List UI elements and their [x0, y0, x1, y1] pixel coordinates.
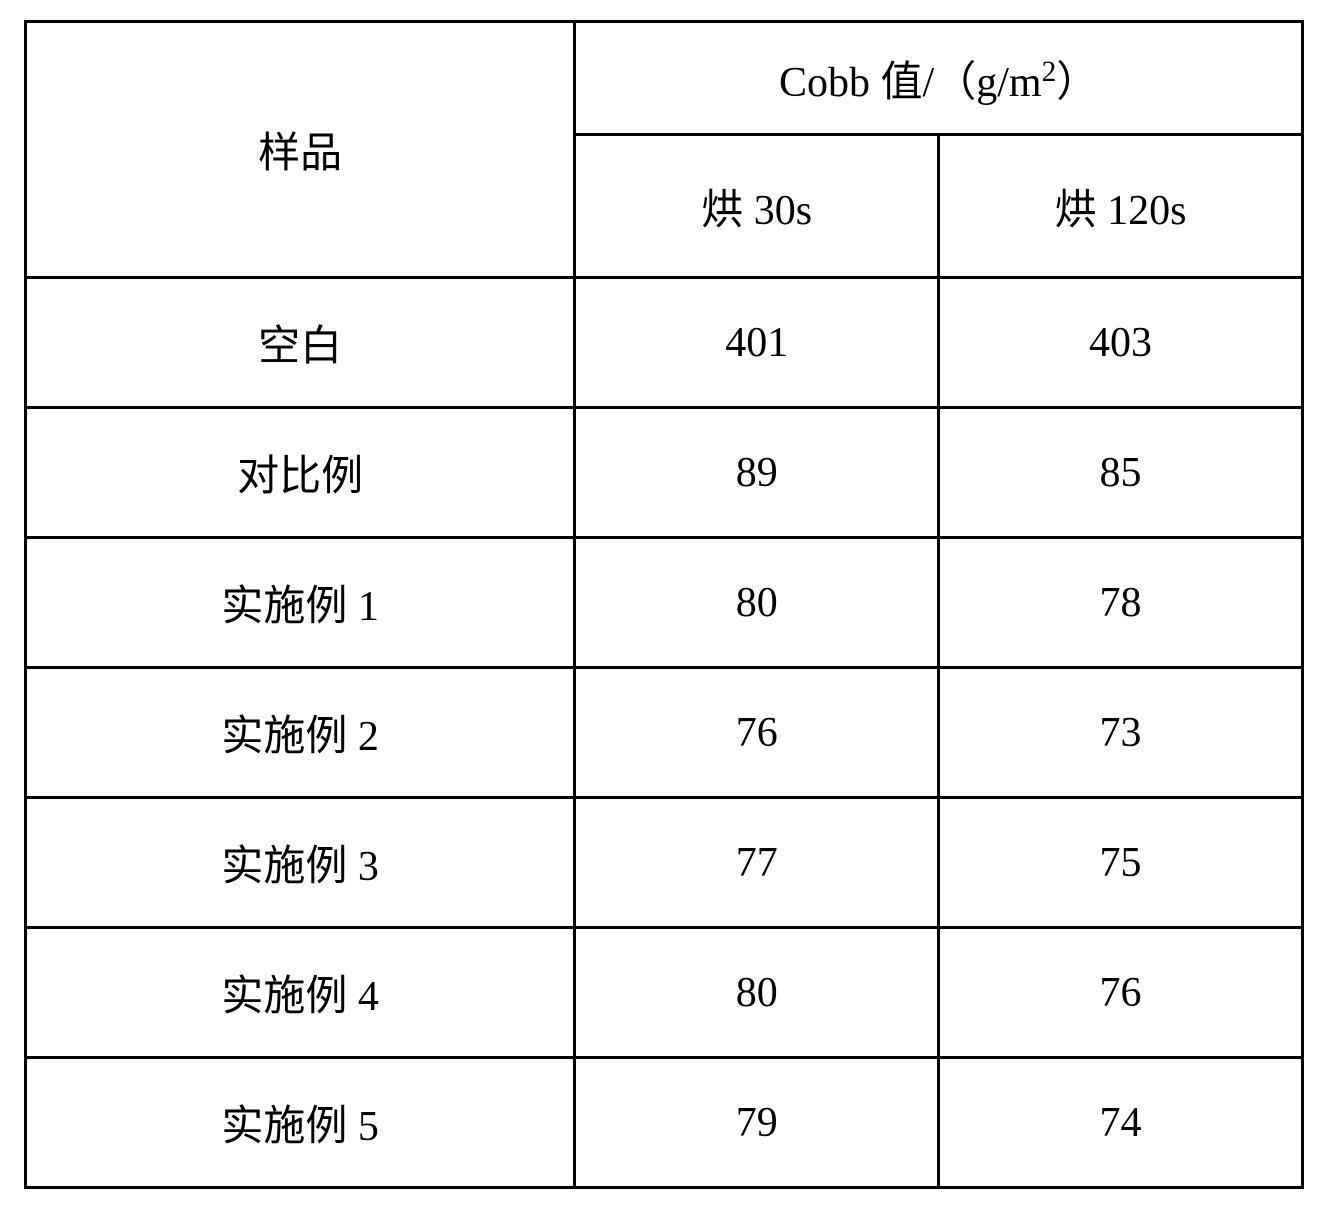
table-row: 实施例 5 79 74 — [26, 1058, 1303, 1188]
header-120s: 烘 120s — [939, 135, 1303, 278]
cell-val30: 80 — [575, 538, 939, 668]
header-sample: 样品 — [26, 22, 575, 278]
cell-val30: 80 — [575, 928, 939, 1058]
cell-val120: 75 — [939, 798, 1303, 928]
cell-sample: 实施例 5 — [26, 1058, 575, 1188]
header-cobb: Cobb 值/（g/m2） — [575, 22, 1303, 135]
cell-val120: 78 — [939, 538, 1303, 668]
cell-val120: 76 — [939, 928, 1303, 1058]
table-row: 空白 401 403 — [26, 278, 1303, 408]
cell-sample: 实施例 2 — [26, 668, 575, 798]
cell-val120: 85 — [939, 408, 1303, 538]
cell-val30: 77 — [575, 798, 939, 928]
header-30s: 烘 30s — [575, 135, 939, 278]
cell-val120: 73 — [939, 668, 1303, 798]
cell-val30: 89 — [575, 408, 939, 538]
table-body: 空白 401 403 对比例 89 85 实施例 1 80 78 实施例 2 7… — [26, 278, 1303, 1188]
cell-val30: 76 — [575, 668, 939, 798]
table-row: 对比例 89 85 — [26, 408, 1303, 538]
cell-sample: 实施例 3 — [26, 798, 575, 928]
table-row: 实施例 1 80 78 — [26, 538, 1303, 668]
cobb-value-table: 样品 Cobb 值/（g/m2） 烘 30s 烘 120s 空白 401 403… — [24, 20, 1304, 1189]
cell-val30: 79 — [575, 1058, 939, 1188]
cell-sample: 空白 — [26, 278, 575, 408]
cell-val120: 403 — [939, 278, 1303, 408]
cell-sample: 实施例 4 — [26, 928, 575, 1058]
table-row: 实施例 2 76 73 — [26, 668, 1303, 798]
table-row: 实施例 4 80 76 — [26, 928, 1303, 1058]
cell-sample: 实施例 1 — [26, 538, 575, 668]
cell-val120: 74 — [939, 1058, 1303, 1188]
cell-sample: 对比例 — [26, 408, 575, 538]
cell-val30: 401 — [575, 278, 939, 408]
table-row: 实施例 3 77 75 — [26, 798, 1303, 928]
